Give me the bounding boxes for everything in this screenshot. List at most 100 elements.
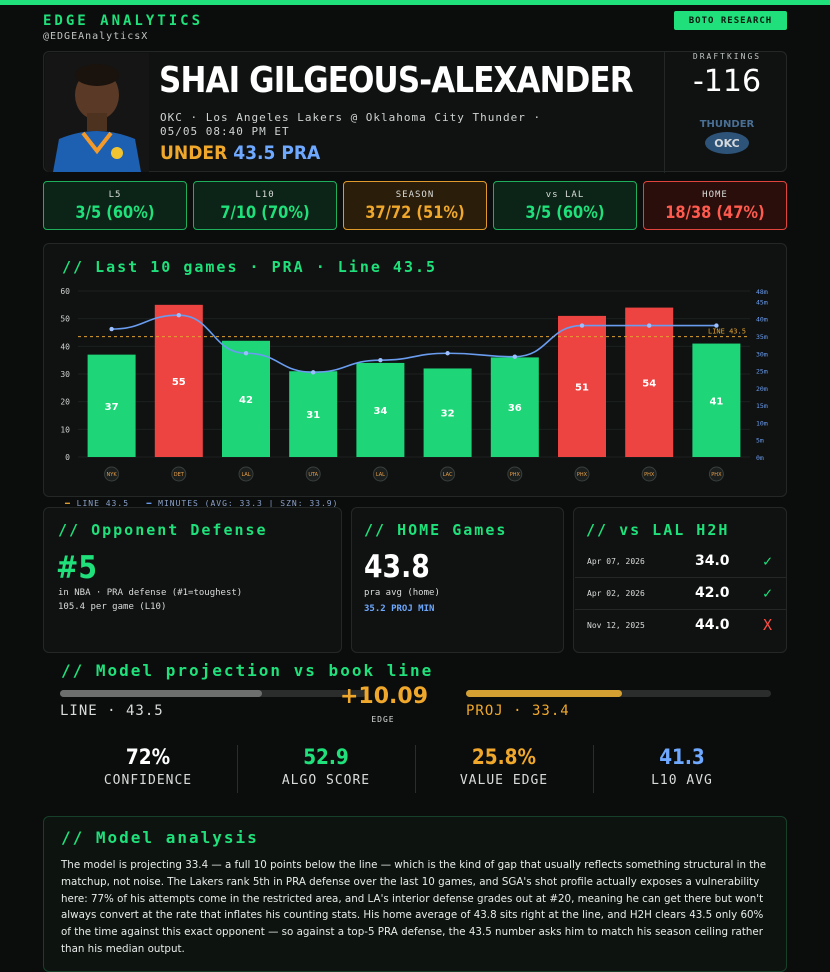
x-tick-label: LAL xyxy=(241,472,250,478)
defense-title: // Opponent Defense xyxy=(58,521,268,539)
minutes-point xyxy=(243,351,249,356)
legend-line: LINE 43.5 xyxy=(76,499,130,508)
home-avg: 43.8 xyxy=(364,549,430,585)
stat-card-label: HOME xyxy=(702,190,728,200)
x-tick-label: UTA xyxy=(308,472,318,478)
proj-bar-fill xyxy=(466,690,622,697)
y-tick-label: 10 xyxy=(60,425,70,434)
minutes-point xyxy=(109,326,114,332)
thunder-logo-icon: THUNDER OKC xyxy=(700,119,755,154)
metric-value: 41.3 xyxy=(659,745,705,769)
team-logo-icon xyxy=(171,466,187,482)
team-logo-icon xyxy=(708,466,724,482)
home-avg-label: pra avg (home) xyxy=(364,588,440,598)
x-tick-label: PHX xyxy=(711,472,722,478)
pick-line: 43.5 PRA xyxy=(233,142,321,164)
check-icon: ✓ xyxy=(763,584,773,602)
pra-bar xyxy=(222,340,270,457)
y2-tick-label: 15m xyxy=(756,402,768,410)
h2h-value: 44.0 xyxy=(695,617,730,633)
h2h-date: Nov 12, 2025 xyxy=(587,621,645,630)
bar-value-label: 34 xyxy=(373,406,387,417)
h2h-row: Apr 02, 2026 42.0 ✓ xyxy=(575,578,787,610)
home-games-panel: // HOME Games 43.8 pra avg (home) 35.2 P… xyxy=(351,507,564,653)
legend-minutes: MINUTES (AVG: 33.3 | SZN: 33.9) xyxy=(158,499,339,508)
x-tick-label: PHX xyxy=(577,472,588,478)
x-tick-label: PHX xyxy=(644,472,655,478)
metric-l10-avg: 41.3 L10 AVG xyxy=(593,745,771,788)
line-bar-track xyxy=(60,690,366,697)
home-title: // HOME Games xyxy=(364,521,508,539)
stat-card: SEASON 37/72 (51%) xyxy=(343,181,487,230)
bar-value-label: 41 xyxy=(709,396,723,407)
pick-label: UNDER 43.5 PRA xyxy=(160,142,320,164)
bar-value-label: 36 xyxy=(508,403,522,414)
bar-value-label: 42 xyxy=(239,395,253,406)
pra-bar-chart: 0 10 20 30 40 50 60 0m 5m 10m 15m 20m 25m 30m 35m 40m 45… xyxy=(60,287,768,482)
top-accent-bar xyxy=(0,0,830,5)
matchup-info: OKC · Los Angeles Lakers @ Oklahoma City… xyxy=(160,111,600,139)
defense-per-game: 105.4 per game (L10) xyxy=(58,602,167,612)
pra-bar xyxy=(692,343,741,457)
y2-tick-label: 48m xyxy=(756,288,768,296)
stat-card-value: 3/5 (60%) xyxy=(525,203,605,223)
bar-value-label: 55 xyxy=(172,377,186,388)
team-logo-icon xyxy=(104,466,120,482)
bar-value-label: 37 xyxy=(105,402,119,413)
projection-panel: // Model projection vs book line xyxy=(43,657,787,807)
metric-label: VALUE EDGE xyxy=(459,773,549,788)
pra-bar xyxy=(490,357,539,457)
metric-label: ALGO SCORE xyxy=(281,773,371,788)
team-logo-icon xyxy=(641,466,657,482)
minutes-point xyxy=(579,323,585,328)
team-logo-icon xyxy=(507,466,523,482)
h2h-panel: // vs LAL H2H Apr 07, 2026 34.0 ✓ Apr 02, 2… xyxy=(573,507,787,653)
projection-title: // Model projection vs book line xyxy=(61,661,434,680)
y2-tick-label: 20m xyxy=(756,385,768,393)
y2-tick-label: 40m xyxy=(756,316,768,324)
metric-value: 25.8% xyxy=(471,745,537,769)
h2h-row: Apr 07, 2026 34.0 ✓ xyxy=(575,546,787,578)
y-tick-label: 20 xyxy=(60,398,70,407)
player-avatar xyxy=(45,53,149,172)
stat-card: L5 3/5 (60%) xyxy=(43,181,187,230)
pra-bar xyxy=(558,315,606,457)
minutes-point xyxy=(311,370,316,375)
metric-label: L10 AVG xyxy=(651,773,713,788)
pra-bar xyxy=(154,304,203,457)
opponent-defense-panel: // Opponent Defense #5 in NBA · PRA defe… xyxy=(43,507,342,653)
team-logo-icon xyxy=(440,466,456,482)
team-logo-icon xyxy=(574,466,590,482)
h2h-date: Apr 07, 2026 xyxy=(587,557,645,566)
line-bar-fill xyxy=(60,690,262,697)
y2-tick-label: 5m xyxy=(756,437,764,445)
team-logo-icon xyxy=(238,466,254,482)
research-button[interactable]: BOTO RESEARCH xyxy=(674,11,787,30)
brand-title: EDGE ANALYTICS xyxy=(43,13,204,29)
x-tick-label: DET xyxy=(174,472,185,478)
stat-card-label: SEASON xyxy=(395,190,435,200)
y2-tick-label: 25m xyxy=(756,368,768,376)
proj-bar-track xyxy=(466,690,771,697)
check-icon: ✓ xyxy=(763,552,773,570)
last-10-chart-panel: // Last 10 games · PRA · Line 43.5 0 10 20… xyxy=(43,243,787,497)
analysis-text: The model is projecting 33.4 — a full 10… xyxy=(61,859,767,955)
team-logo-text: THUNDER xyxy=(700,119,755,130)
stat-card-value: 37/72 (51%) xyxy=(365,203,465,223)
line-label: LINE · 43.5 xyxy=(60,703,164,719)
x-tick-label: PHX xyxy=(510,472,521,478)
y-tick-label: 30 xyxy=(60,370,70,379)
bar-value-label: 51 xyxy=(575,382,589,393)
y2-tick-label: 0m xyxy=(756,454,764,462)
proj-label: PROJ · 33.4 xyxy=(466,703,570,719)
y2-tick-label: 30m xyxy=(756,350,768,358)
minutes-line xyxy=(111,314,717,374)
stat-card-label: vs LAL xyxy=(545,190,585,200)
model-analysis-panel: // Model analysis The model is projectin… xyxy=(43,816,787,972)
stat-card-value: 7/10 (70%) xyxy=(220,203,310,223)
x-tick-label: LAL xyxy=(376,472,385,478)
edge-value: +10.09 xyxy=(340,684,429,709)
game-time: 05/05 08:40 PM ET xyxy=(160,125,290,138)
player-hero-card: SHAI GILGEOUS-ALEXANDER OKC · Los Angele… xyxy=(43,51,787,173)
y-tick-label: 50 xyxy=(60,315,70,324)
